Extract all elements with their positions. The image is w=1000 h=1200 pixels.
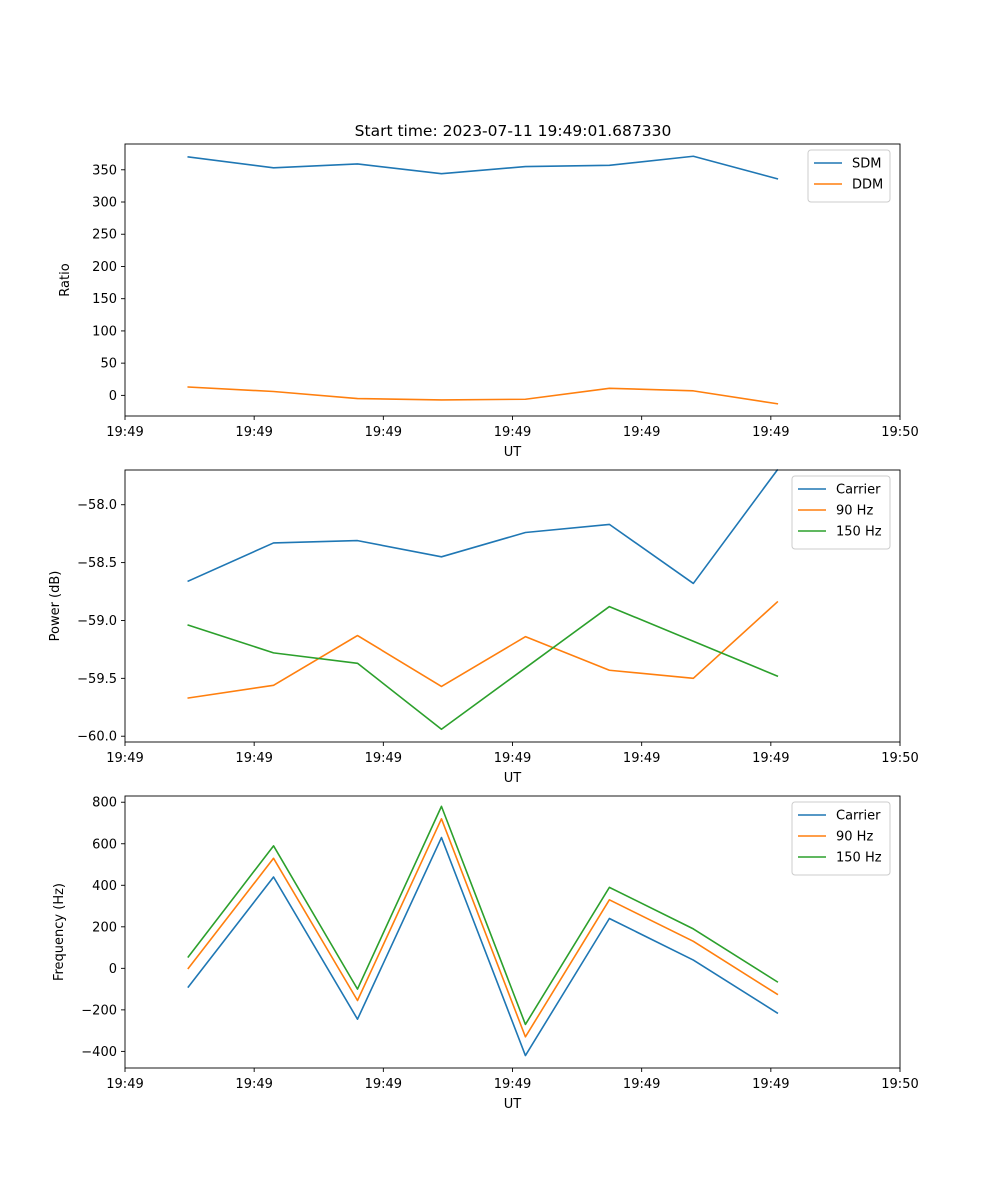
x-tick-label: 19:49 [365,425,402,440]
x-tick-label: 19:49 [494,1077,531,1092]
x-tick-label: 19:49 [752,425,789,440]
x-axis-label: UT [504,1097,522,1112]
legend-label: 150 Hz [836,851,882,866]
series-line-sdm [187,155,779,180]
x-tick-label: 19:49 [365,751,402,766]
y-tick-label: −200 [81,1003,117,1018]
legend: SDM DDM [807,149,891,203]
y-tick-label: −60.0 [77,730,117,745]
x-tick-label: 19:49 [235,751,272,766]
series-line-150-hz [187,605,779,731]
x-tick-label: 19:50 [881,751,918,766]
legend-label: 90 Hz [836,504,873,519]
chart-title: Start time: 2023-07-11 19:49:01.687330 [355,122,672,140]
legend-label: 90 Hz [836,830,873,845]
y-axis-label: Frequency (Hz) [52,883,67,981]
y-tick-label: 0 [109,389,117,404]
y-tick-label: 400 [92,879,117,894]
y-axis-label: Power (dB) [48,571,63,642]
x-tick-label: 19:49 [494,425,531,440]
x-tick-label: 19:49 [235,425,272,440]
x-tick-label: 19:50 [881,425,918,440]
legend: Carrier 90 Hz 150 Hz [791,801,891,876]
y-tick-label: 50 [100,357,117,372]
x-tick-label: 19:49 [365,1077,402,1092]
series-line-90-hz [187,600,779,699]
y-tick-label: −58.0 [77,498,117,513]
y-tick-label: −59.5 [77,672,117,687]
x-axis-label: UT [504,771,522,786]
x-tick-label: 19:49 [235,1077,272,1092]
x-tick-label: 19:49 [623,425,660,440]
y-tick-label: 300 [92,196,117,211]
y-tick-label: 600 [92,837,117,852]
series-line-carrier [187,468,779,585]
y-tick-label: 800 [92,796,117,811]
series-line-150-hz [187,805,779,1026]
x-tick-label: 19:49 [752,1077,789,1092]
y-axis-label: Ratio [58,263,73,296]
x-axis-label: UT [504,445,522,460]
x-tick-label: 19:49 [106,425,143,440]
x-tick-label: 19:49 [494,751,531,766]
series-line-carrier [187,836,779,1057]
y-tick-label: 0 [109,962,117,977]
x-tick-label: 19:50 [881,1077,918,1092]
charts-container: 19:49 19:49 19:49 19:49 19:49 19:49 19:50 0 50 10… [48,143,919,1112]
x-tick-label: 19:49 [106,751,143,766]
y-tick-label: −59.0 [77,614,117,629]
subplot-3: 19:49 19:49 19:49 19:49 19:49 19:49 19:50 −400 −… [52,795,919,1112]
y-tick-label: −400 [81,1045,117,1060]
x-tick-label: 19:49 [623,1077,660,1092]
y-tick-label: 100 [92,324,117,339]
y-tick-label: 200 [92,920,117,935]
series-line-90-hz [187,818,779,1038]
subplot-2: 19:49 19:49 19:49 19:49 19:49 19:49 19:50 −60.0… [48,468,919,786]
subplot-1: 19:49 19:49 19:49 19:49 19:49 19:49 19:50 0 50 10… [58,143,919,460]
legend-label: DDM [852,178,883,193]
x-tick-label: 19:49 [752,751,789,766]
y-tick-label: 350 [92,163,117,178]
legend-label: Carrier [836,809,881,824]
y-tick-label: 250 [92,228,117,243]
x-tick-label: 19:49 [623,751,660,766]
legend-label: SDM [852,157,881,172]
y-tick-label: 150 [92,292,117,307]
y-tick-label: 200 [92,260,117,275]
legend-label: Carrier [836,483,881,498]
series-line-ddm [187,386,779,405]
legend: Carrier 90 Hz 150 Hz [791,475,891,550]
y-tick-label: −58.5 [77,556,117,571]
x-tick-label: 19:49 [106,1077,143,1092]
legend-label: 150 Hz [836,525,882,540]
